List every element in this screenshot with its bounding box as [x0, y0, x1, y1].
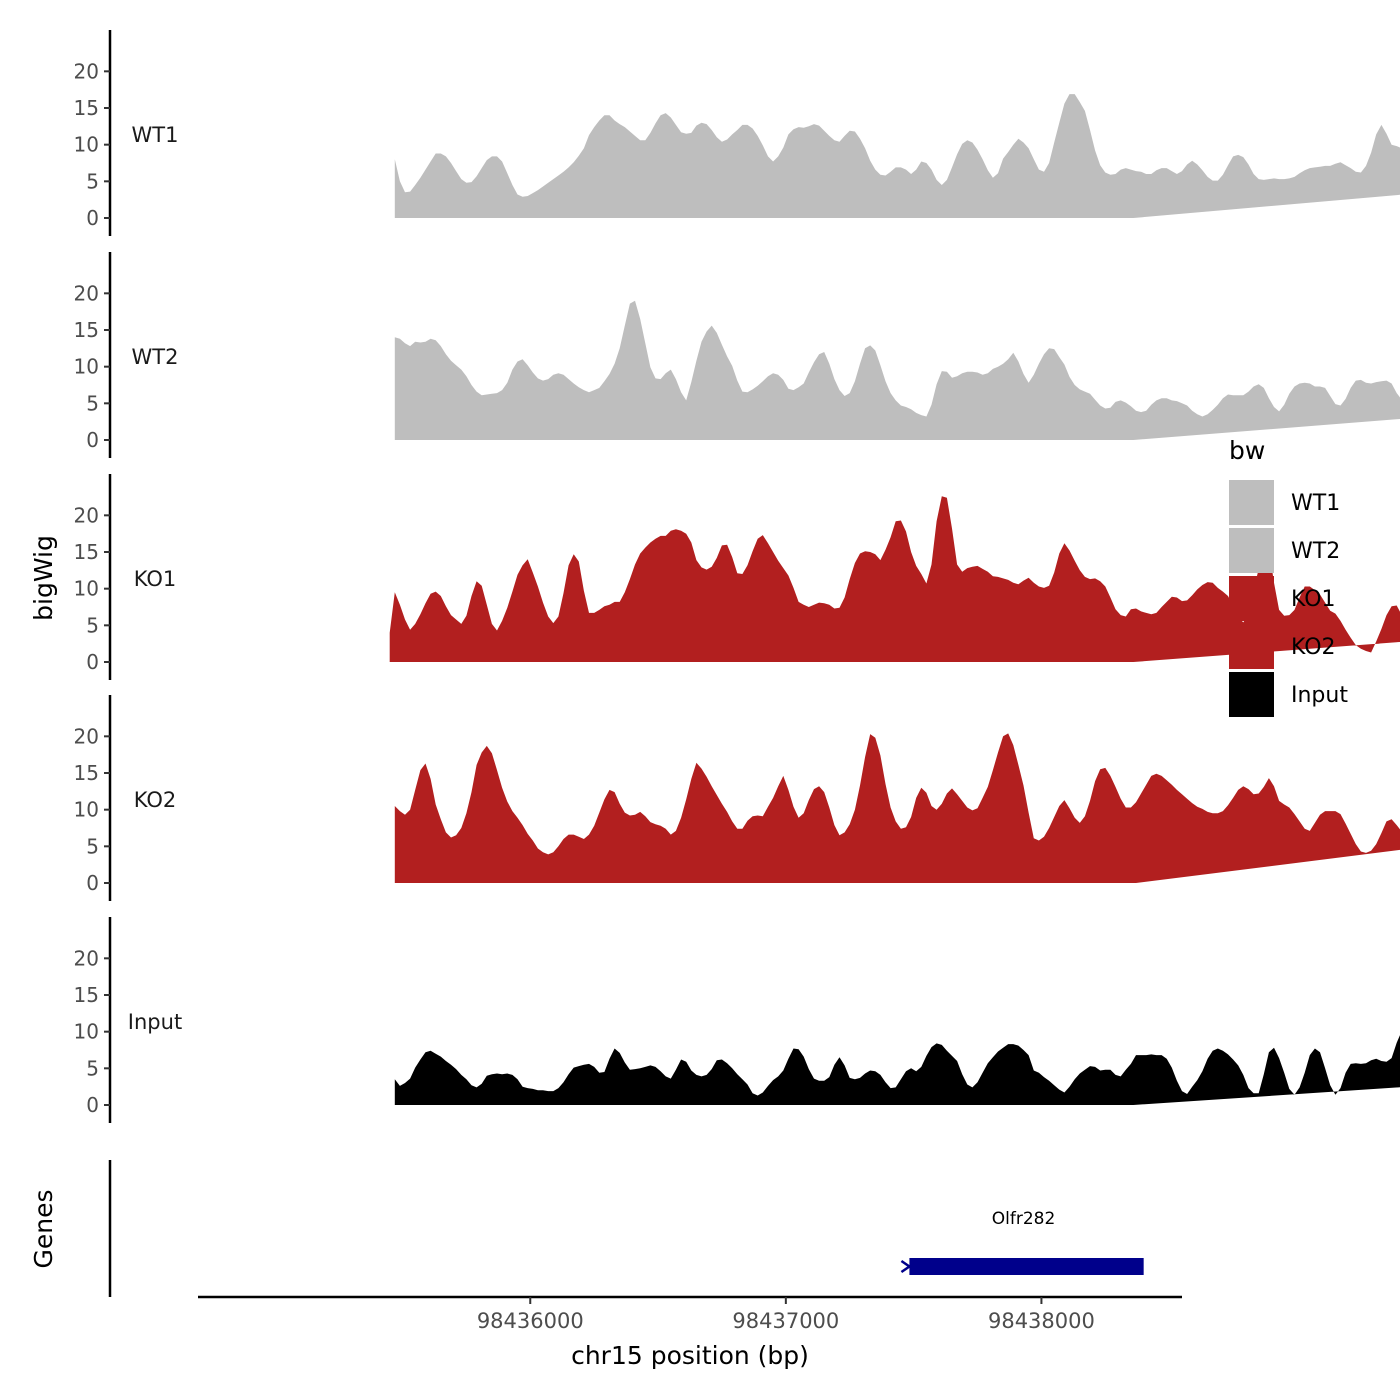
area-series-input	[394, 1035, 1400, 1105]
y-tick-label: 5	[86, 1056, 99, 1080]
y-tick-label: 5	[86, 169, 99, 193]
y-tick-label: 0	[86, 650, 99, 674]
legend-key	[1229, 528, 1274, 573]
y-tick-label: 0	[86, 206, 99, 230]
track-panel-wt1: 0 5 10 15 20 WT1	[74, 30, 1400, 236]
area-series-wt1	[394, 94, 1400, 218]
legend-key	[1229, 576, 1274, 621]
legend-title: bw	[1229, 436, 1265, 465]
y-tick-label: 20	[74, 503, 99, 527]
gene-body	[909, 1258, 1144, 1275]
track-panel-wt2: 0 5 10 15 20 WT2	[74, 252, 1400, 458]
track-label: WT1	[132, 123, 179, 147]
y-tick-label: 5	[86, 834, 99, 858]
y-tick-label: 0	[86, 871, 99, 895]
area-series-ko2	[394, 733, 1400, 883]
y-tick-label: 15	[74, 96, 99, 120]
track-panels: 0 5 10 15 20 WT1 0 5 10 15 20 WT2 0 5 10 15 20 KO1 0 5 10 15 2…	[74, 30, 1400, 1123]
x-axis: 98436000 98437000 98438000	[198, 1295, 1182, 1333]
gene-name-label: Olfr282	[992, 1209, 1056, 1229]
gene-track-label: Genes	[29, 1189, 58, 1268]
y-tick-label: 20	[74, 724, 99, 748]
y-tick-label: 15	[74, 540, 99, 564]
area-series-ko1	[389, 496, 1400, 662]
track-label: WT2	[132, 345, 179, 369]
y-tick-label: 15	[74, 983, 99, 1007]
legend-label: Input	[1291, 683, 1348, 708]
legend-label: WT2	[1291, 539, 1340, 564]
x-tick-label: 98436000	[477, 1309, 584, 1333]
x-tick-label: 98437000	[732, 1309, 839, 1333]
y-tick-label: 15	[74, 761, 99, 785]
y-axis-title: bigWig	[29, 535, 58, 621]
y-tick-label: 10	[74, 133, 99, 157]
track-panel-ko2: 0 5 10 15 20 KO2	[74, 695, 1400, 901]
x-tick-label: 98438000	[988, 1309, 1095, 1333]
area-series-wt2	[394, 300, 1400, 440]
y-tick-label: 20	[74, 946, 99, 970]
y-tick-label: 0	[86, 428, 99, 452]
y-tick-label: 10	[74, 577, 99, 601]
y-tick-label: 10	[74, 355, 99, 379]
y-tick-label: 5	[86, 613, 99, 637]
legend: bw WT1 WT2 KO1 KO2 Input	[1229, 436, 1348, 717]
y-tick-label: 0	[86, 1093, 99, 1117]
legend-key	[1229, 672, 1274, 717]
legend-label: WT1	[1291, 491, 1340, 516]
track-label: KO2	[134, 788, 177, 812]
legend-label: KO1	[1291, 587, 1336, 612]
legend-key	[1229, 624, 1274, 669]
strand-arrow-icon	[900, 1259, 912, 1274]
y-tick-label: 15	[74, 318, 99, 342]
track-label: KO1	[134, 567, 177, 591]
y-tick-label: 10	[74, 798, 99, 822]
track-panel-ko1: 0 5 10 15 20 KO1	[74, 474, 1400, 680]
legend-key	[1229, 480, 1274, 525]
y-tick-label: 10	[74, 1020, 99, 1044]
x-axis-title: chr15 position (bp)	[571, 1341, 809, 1370]
legend-label: KO2	[1291, 635, 1336, 660]
y-tick-label: 20	[74, 281, 99, 305]
track-label: Input	[128, 1010, 182, 1034]
gene-track: Genes Olfr282	[29, 1160, 1144, 1297]
y-tick-label: 20	[74, 59, 99, 83]
y-tick-label: 5	[86, 391, 99, 415]
track-panel-input: 0 5 10 15 20 Input	[74, 917, 1400, 1123]
